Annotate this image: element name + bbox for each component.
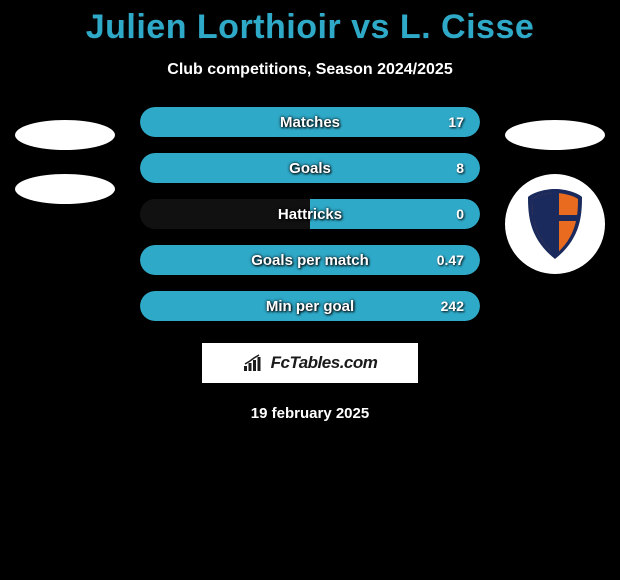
- stat-row: Goals 8: [140, 153, 480, 183]
- stat-value-right: 0.47: [437, 252, 464, 268]
- stat-label: Goals: [289, 160, 331, 177]
- branding-text: FcTables.com: [271, 353, 378, 373]
- stat-label: Hattricks: [278, 206, 342, 223]
- club-right-badge: [505, 174, 605, 274]
- branding-chart-icon: [243, 354, 265, 372]
- stat-value-right: 8: [456, 160, 464, 176]
- stat-row: Matches 17: [140, 107, 480, 137]
- footer-date: 19 february 2025: [0, 405, 620, 422]
- stat-label: Matches: [280, 114, 340, 131]
- right-avatar-column: [500, 120, 610, 274]
- stat-row: Hattricks 0: [140, 199, 480, 229]
- stat-value-right: 17: [448, 114, 464, 130]
- stat-value-right: 0: [456, 206, 464, 222]
- stat-row: Goals per match 0.47: [140, 245, 480, 275]
- club-left-avatar: [15, 174, 115, 204]
- player-right-avatar: [505, 120, 605, 150]
- player-left-avatar: [15, 120, 115, 150]
- stat-value-right: 242: [441, 298, 464, 314]
- branding-box: FcTables.com: [202, 343, 418, 383]
- stat-label: Min per goal: [266, 298, 354, 315]
- stat-label: Goals per match: [251, 252, 369, 269]
- left-avatar-column: [10, 120, 120, 228]
- page-subtitle: Club competitions, Season 2024/2025: [0, 61, 620, 79]
- page-title: Julien Lorthioir vs L. Cisse: [0, 0, 620, 47]
- stat-row: Min per goal 242: [140, 291, 480, 321]
- club-shield-icon: [524, 187, 586, 261]
